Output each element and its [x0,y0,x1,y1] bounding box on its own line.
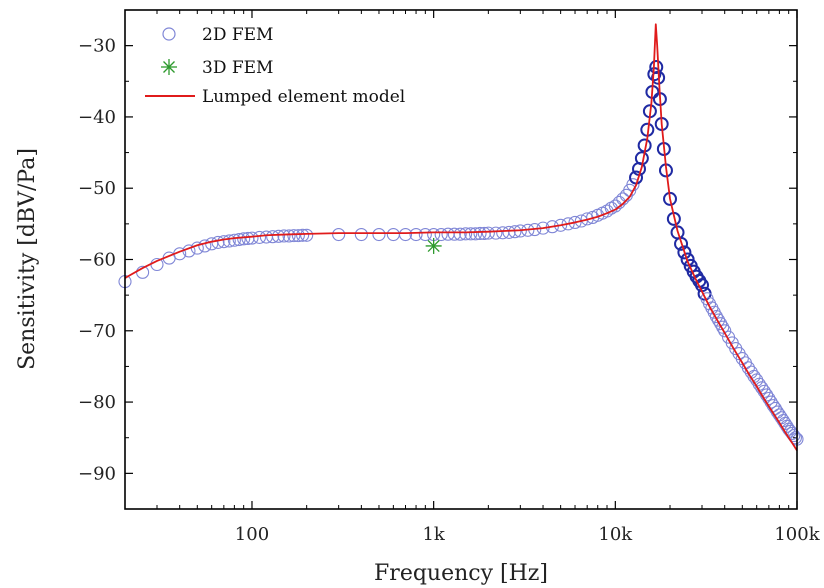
fem2d-marker [453,227,467,241]
fem2d-marker [464,227,478,241]
fem2d-marker [398,228,413,242]
legend-label-3d-fem: 3D FEM [202,58,273,78]
fem2d-marker [222,234,236,248]
y-tick-label: −40 [78,107,116,128]
fem2d-marker [217,235,231,249]
fem2d-marker [227,233,241,247]
plot-frame [124,9,798,510]
fem2d-marker [481,226,495,240]
lumped-model-line [124,23,798,452]
x-tick-label: 1k [422,524,445,545]
fem2d-marker [680,252,695,267]
y-tick-label: −30 [78,36,116,57]
x-tick-label: 100 [235,524,269,545]
legend-label-lumped-model: Lumped element model [202,87,405,107]
y-tick-label: −50 [78,178,116,199]
fem2d-marker [372,228,386,242]
fem2d-marker [232,232,246,247]
fem2d-marker [716,320,730,334]
fem2d-marker [271,229,286,243]
fem3d-marker [425,237,442,254]
fem2d-marker [245,231,259,245]
y-axis-title: Sensitivity [dBV/Pa] [15,148,40,370]
fem2d-marker [266,230,280,244]
x-axis-title: Frequency [Hz] [374,561,548,586]
fem2d-marker [473,226,487,241]
x-tick-label: 10k [598,524,633,545]
fem2d-marker [296,228,310,242]
fem2d-marker [561,217,575,231]
fem2d-marker [709,309,723,324]
fem2d-marker [554,218,568,232]
fem2d-marker [760,388,774,402]
fem2d-marker [277,229,291,243]
fem2d-marker [677,245,692,260]
fem2d-marker [447,227,461,241]
fem2d-marker [354,228,368,242]
y-tick-label: −90 [78,463,116,484]
fem2d-marker [409,228,423,242]
legend: 2D FEM 3D FEM Lumped element model [145,25,405,107]
legend-label-2d-fem: 2D FEM [202,25,273,45]
fem2d-marker [674,236,689,251]
fem2d-marker [300,228,314,242]
fem2d-marker [282,229,296,243]
y-tick-label: −60 [78,250,116,271]
fem2d-marker [568,215,582,229]
legend-marker-3d-fem [161,59,177,75]
fem2d-marker [489,226,503,240]
legend-marker-2d-fem [162,27,176,41]
fem2d-marker [198,239,212,253]
y-tick-label: −80 [78,392,116,413]
fem2d-marker [332,228,346,242]
fem2d-marker [434,228,448,242]
fem2d-marker [718,324,732,338]
fem2d-marker [287,229,301,243]
fem2d-marker [237,232,251,246]
y-tick-label: −70 [78,321,116,342]
plot-area [118,23,804,452]
fem2d-marker [418,228,432,242]
fem2d-marker [459,227,473,241]
fem2d-marker [468,227,483,241]
fem2d-marker [712,313,726,327]
fem2d-marker [508,225,522,239]
x-tick-label: 100k [774,524,820,545]
tick-labels: 100 1k 10k 100k −30 −40 −50 −60 −70 −80 −90 [78,36,821,545]
fem2d-marker [291,229,305,243]
fem2d-marker [764,395,778,409]
fem2d-marker [714,317,728,331]
